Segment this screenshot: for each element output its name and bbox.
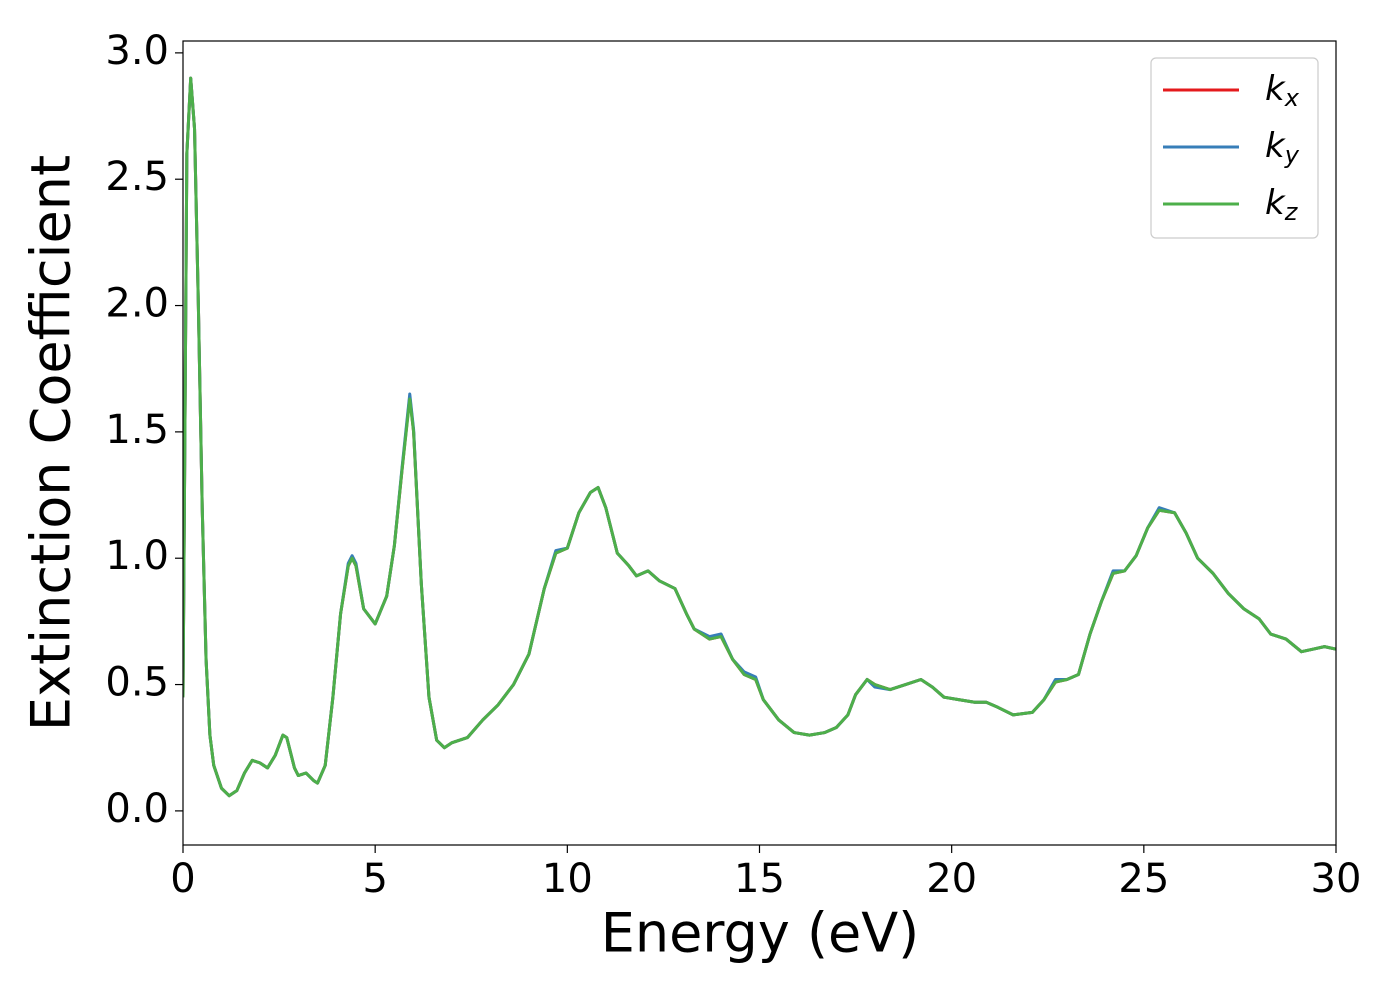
- legend-label: ky: [1265, 126, 1300, 170]
- y-axis-label: Extinction Coefficient: [20, 155, 83, 731]
- y-tick-label: 1.5: [105, 407, 169, 453]
- y-tick-label: 3.0: [105, 28, 169, 74]
- x-tick-label: 10: [542, 856, 593, 902]
- x-axis-label: Energy (eV): [601, 902, 920, 965]
- legend-label: kx: [1265, 69, 1300, 113]
- legend-label: kz: [1265, 183, 1299, 227]
- y-tick-label: 1.0: [105, 533, 169, 579]
- x-tick-label: 0: [170, 856, 195, 902]
- x-tick-label: 5: [362, 856, 387, 902]
- x-tick-label: 20: [926, 856, 977, 902]
- x-tick-label: 25: [1118, 856, 1169, 902]
- x-tick-label: 15: [734, 856, 785, 902]
- y-tick-label: 0.0: [105, 786, 169, 832]
- y-tick-label: 2.5: [105, 154, 169, 200]
- y-tick-label: 2.0: [105, 281, 169, 327]
- y-tick-label: 0.5: [105, 660, 169, 706]
- series-line: [183, 76, 1336, 798]
- x-tick-label: 30: [1311, 856, 1362, 902]
